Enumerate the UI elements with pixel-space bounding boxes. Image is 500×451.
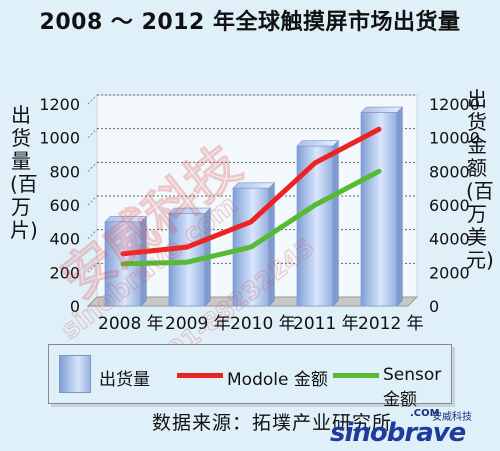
source-note: 数据来源：拓墣产业研究所 <box>152 412 393 434</box>
y-tick-right: 2000 <box>429 263 470 282</box>
y-tick-left: 400 <box>49 230 80 249</box>
y-tick-left: 800 <box>49 162 80 181</box>
bar-top <box>360 106 404 113</box>
y-tick-right: 0 <box>429 297 439 316</box>
plot-area: 1200 12000 1000 10000 800 8000 600 6000 400 4000 2… <box>39 94 480 334</box>
bar <box>296 145 334 307</box>
y-tick-left: 200 <box>49 263 80 282</box>
legend-modole-swatch <box>177 373 223 378</box>
y-tick-left: 1200 <box>39 95 80 114</box>
gridline-side <box>87 94 98 105</box>
x-tick-label: 2008 年 <box>98 314 164 334</box>
gridline-side <box>87 128 98 139</box>
bar-side <box>332 139 339 307</box>
y-tick-left: 600 <box>49 196 80 215</box>
y-tick-right: 10000 <box>429 129 480 148</box>
y-tick-right: 8000 <box>429 162 470 181</box>
y-tick-right: 4000 <box>429 230 470 249</box>
y-axis-left-title: 出货量(百万片) <box>10 103 38 242</box>
x-tick-label: 2010 年 <box>230 314 296 334</box>
gridline-side <box>87 161 98 172</box>
gridline-side <box>87 195 98 206</box>
x-tick-label: 2009 年 <box>165 314 231 334</box>
legend-bar-swatch <box>59 355 91 393</box>
y-tick-left: 0 <box>70 297 80 316</box>
legend-bar-label: 出货量 <box>99 370 150 390</box>
brand-cn-name: 安威科技 <box>432 412 472 423</box>
y-tick-right: 12000 <box>429 95 480 114</box>
bar <box>360 112 398 307</box>
y-tick-left: 1000 <box>39 129 80 148</box>
series-line <box>120 168 382 267</box>
bar-side <box>396 106 403 307</box>
x-tick-label: 2012 年 <box>358 314 424 334</box>
chart-title: 2008 ～ 2012 年全球触摸屏市场出货量 <box>39 10 461 35</box>
x-tick-label: 2011 年 <box>293 314 359 334</box>
legend-sensor-label: Sensor 金额 <box>383 365 442 410</box>
bar-side <box>268 182 275 307</box>
y-tick-right: 6000 <box>429 196 470 215</box>
legend-modole-label: Modole 金额 <box>227 370 328 390</box>
bar-top <box>296 140 340 147</box>
legend-sensor-swatch <box>333 373 379 378</box>
brand-logo: sinobrave <box>330 418 466 448</box>
legend: 出货量 Modole 金额 Sensor 金额 <box>48 344 452 410</box>
series-line <box>120 126 382 257</box>
brand-domain: .COM <box>410 408 440 419</box>
y-axis-right-title: 出货金额(百万美元) <box>466 87 494 272</box>
